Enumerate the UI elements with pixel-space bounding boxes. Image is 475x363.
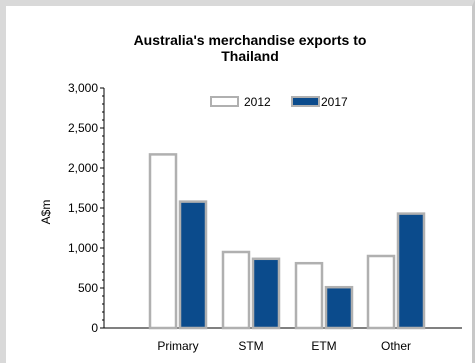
y-tick-label: 2,000 [68, 161, 98, 175]
chart-title-line2: Thailand [221, 48, 279, 64]
legend-swatch-2017 [291, 96, 320, 107]
legend: 2012 2017 [210, 95, 348, 109]
legend-label-2012: 2012 [244, 95, 271, 109]
y-tick-label: 0 [91, 321, 98, 335]
y-tick-label: 500 [78, 281, 98, 295]
legend-swatch-2012 [210, 96, 239, 107]
legend-label-2017: 2017 [321, 95, 348, 109]
bar-2012-stm [221, 250, 251, 330]
bars: Primary STM ETM Other [148, 153, 426, 353]
chart-title-line1: Australia's merchandise exports to [134, 32, 367, 48]
y-tick-label: 1,500 [68, 201, 98, 215]
bar-2017-etm [324, 285, 354, 330]
x-tick-label: Other [381, 339, 411, 353]
bar-2017-primary [178, 200, 208, 330]
y-tick-label: 1,000 [68, 241, 98, 255]
x-tick-label: Primary [157, 339, 198, 353]
bar-2012-etm [294, 261, 324, 330]
x-tick-label: STM [238, 339, 263, 353]
y-tick-label: 2,500 [68, 121, 98, 135]
bar-2017-stm [251, 257, 281, 330]
bar-2017-other [396, 212, 426, 330]
bar-2012-other [366, 254, 396, 330]
x-tick-label: ETM [311, 339, 336, 353]
bar-2012-primary [148, 153, 178, 330]
y-axis-label: A$m [39, 200, 53, 225]
y-tick-label: 3,000 [68, 81, 98, 95]
